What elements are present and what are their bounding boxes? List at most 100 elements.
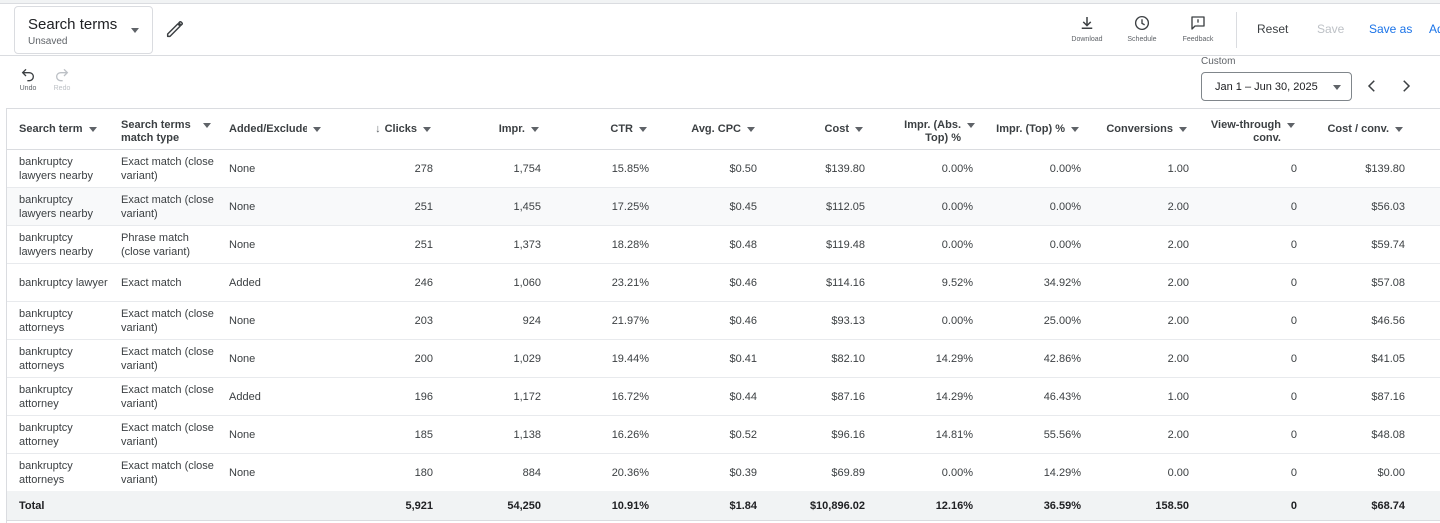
chevron-down-icon: [855, 127, 863, 132]
undo-icon: [21, 68, 34, 82]
cell-clicks: 251: [414, 201, 433, 213]
column-header-cost-per-conv[interactable]: Cost / conv.: [1309, 109, 1403, 150]
cell-impr-abs-top: 14.29%: [935, 353, 973, 365]
cell-ctr: 18.28%: [611, 239, 649, 251]
cell-impr-abs-top: 9.52%: [941, 277, 973, 289]
cell-added-excluded: None: [229, 467, 256, 479]
cell-match-type: Phrase match (close variant): [121, 232, 191, 258]
redo-icon: [56, 68, 69, 82]
cell-clicks: 203: [414, 315, 433, 327]
schedule-label: Schedule: [1127, 36, 1157, 43]
arrow-down-icon: ↓: [375, 123, 381, 135]
column-header-conversions[interactable]: Conversions: [1093, 109, 1187, 150]
chevron-down-icon: [203, 123, 211, 128]
cell-impressions: 1,138: [513, 429, 541, 441]
cell-cost: $112.05: [826, 201, 865, 213]
date-range-label: Custom: [1201, 56, 1236, 67]
chevron-left-icon: [1367, 80, 1375, 92]
cell-search-term[interactable]: bankruptcy attorney: [19, 384, 73, 410]
column-header-avg-cpc[interactable]: Avg. CPC: [663, 109, 755, 150]
save-as-button[interactable]: Save as: [1369, 22, 1413, 36]
cell-search-term[interactable]: bankruptcy attorney: [19, 422, 73, 448]
cell-cost-per-conv: $139.80: [1365, 163, 1405, 175]
chevron-right-icon: [1403, 80, 1411, 92]
feedback-button[interactable]: Feedback: [1173, 12, 1223, 52]
column-header-match-type[interactable]: Search terms match type: [121, 109, 217, 150]
column-header-added-excluded[interactable]: Added/Excluded: [229, 109, 325, 150]
cell-search-term[interactable]: bankruptcy lawyers nearby: [19, 232, 93, 258]
table-row[interactable]: bankruptcy attorney Exact match (close va…: [7, 416, 1440, 454]
column-header-impr-top[interactable]: Impr. (Top) %: [987, 109, 1079, 150]
cell-match-type: Exact match (close variant): [121, 194, 214, 220]
table-row[interactable]: bankruptcy attorney Exact match (close va…: [7, 378, 1440, 416]
undo-button[interactable]: Undo: [13, 66, 43, 92]
cell-impr-abs-top: 14.81%: [935, 429, 973, 441]
table-row[interactable]: bankruptcy lawyers nearby Exact match (cl…: [7, 150, 1440, 188]
chevron-down-icon: [88, 127, 97, 132]
report-selector[interactable]: Search terms Unsaved: [14, 6, 153, 54]
table-row[interactable]: bankruptcy attorneys Exact match (close v…: [7, 340, 1440, 378]
column-header-impr-abs-top[interactable]: Impr. (Abs. Top) %: [879, 109, 975, 150]
previous-period-button[interactable]: [1363, 77, 1381, 95]
download-icon: [1081, 17, 1093, 29]
chevron-down-icon: [1179, 127, 1187, 132]
clock-icon: [1134, 15, 1150, 31]
column-header-search-term[interactable]: Search term: [19, 109, 109, 150]
table-row[interactable]: bankruptcy attorneys Exact match (close v…: [7, 454, 1440, 492]
cell-search-term[interactable]: bankruptcy attorneys: [19, 460, 73, 486]
chevron-down-icon: [313, 127, 321, 132]
column-header-clicks[interactable]: ↓ Clicks: [337, 109, 431, 150]
table-row[interactable]: bankruptcy lawyers nearby Exact match (cl…: [7, 188, 1440, 226]
table-row[interactable]: bankruptcy attorneys Exact match (close v…: [7, 302, 1440, 340]
cell-conversions: 0.00: [1167, 467, 1189, 479]
cell-impressions: 1,373: [513, 239, 541, 251]
cell-impr-top: 0.00%: [1049, 163, 1081, 175]
column-header-ctr[interactable]: CTR: [557, 109, 647, 150]
reset-button[interactable]: Reset: [1257, 22, 1289, 36]
save-button[interactable]: Save: [1317, 22, 1345, 36]
cell-conversions: 2.00: [1167, 201, 1189, 213]
schedule-button[interactable]: Schedule: [1117, 12, 1167, 52]
search-terms-table: Search term Search terms match type Adde…: [6, 108, 1440, 523]
chevron-down-icon: [1287, 123, 1295, 128]
cell-impr-abs-top: 0.00%: [941, 163, 973, 175]
cell-ctr: 23.21%: [611, 277, 649, 289]
cell-match-type: Exact match (close variant): [121, 422, 214, 448]
cell-cost: $69.89: [831, 467, 865, 479]
cell-impressions: 884: [522, 467, 541, 479]
cell-view-through: 0: [1290, 277, 1297, 289]
column-header-impressions[interactable]: Impr.: [447, 109, 539, 150]
chevron-down-icon: [1395, 127, 1403, 132]
total-impr-abs-top: 12.16%: [935, 500, 973, 512]
cell-search-term[interactable]: bankruptcy lawyer: [19, 277, 108, 289]
column-header-view-through[interactable]: View-through conv.: [1201, 109, 1295, 150]
cell-cost: $93.13: [831, 315, 865, 327]
redo-button[interactable]: Redo: [47, 66, 77, 92]
column-header-cost[interactable]: Cost: [773, 109, 863, 150]
cell-cost-per-conv: $41.05: [1371, 353, 1405, 365]
cell-match-type: Exact match: [121, 277, 182, 289]
cell-view-through: 0: [1290, 239, 1297, 251]
next-period-button[interactable]: [1397, 77, 1415, 95]
total-impressions: 54,250: [507, 500, 541, 512]
cell-impr-top: 0.00%: [1049, 239, 1081, 251]
cell-search-term[interactable]: bankruptcy lawyers nearby: [19, 156, 93, 182]
add-button[interactable]: Ad: [1429, 22, 1440, 36]
cell-cost: $96.16: [831, 429, 865, 441]
table-row[interactable]: bankruptcy lawyer Exact match Added 246 1,06…: [7, 264, 1440, 302]
cell-cost: $139.80: [825, 163, 865, 175]
cell-search-term[interactable]: bankruptcy lawyers nearby: [19, 194, 93, 220]
edit-report-button[interactable]: [164, 18, 186, 40]
cell-ctr: 16.72%: [611, 391, 649, 403]
cell-ctr: 20.36%: [611, 467, 649, 479]
cell-added-excluded: None: [229, 353, 256, 365]
cell-cost-per-conv: $59.74: [1371, 239, 1405, 251]
cell-search-term[interactable]: bankruptcy attorneys: [19, 346, 73, 372]
download-button[interactable]: Download: [1062, 12, 1112, 52]
cell-ctr: 15.85%: [611, 163, 649, 175]
date-range-selector[interactable]: Jan 1 – Jun 30, 2025: [1201, 72, 1352, 101]
table-row[interactable]: bankruptcy lawyers nearby Phrase match (c…: [7, 226, 1440, 264]
cell-search-term[interactable]: bankruptcy attorneys: [19, 308, 73, 334]
cell-added-excluded: None: [229, 201, 256, 213]
cell-view-through: 0: [1290, 163, 1297, 175]
